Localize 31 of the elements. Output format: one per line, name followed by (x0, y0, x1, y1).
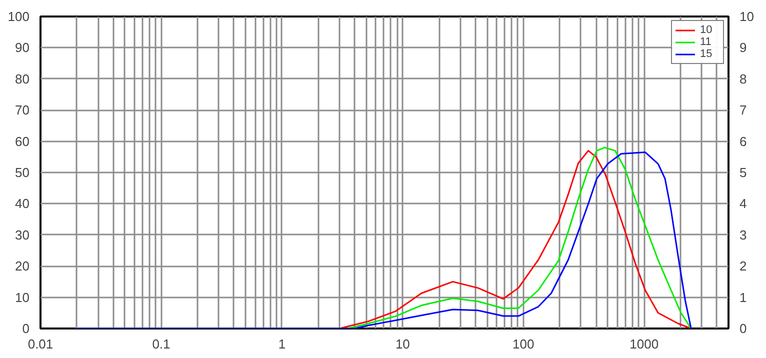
y-tick-label: 70 (15, 102, 30, 118)
x-tick-label: 10 (395, 336, 410, 352)
x-tick-label: 1000 (630, 336, 659, 352)
y2-tick-label: 5 (740, 165, 747, 180)
y-tick-label: 90 (15, 40, 30, 56)
legend-label: 10 (700, 24, 714, 36)
y-tick-label: 40 (15, 196, 30, 212)
y-tick-label: 20 (15, 258, 30, 274)
y-tick-label: 10 (15, 290, 30, 305)
y-tick-label: 30 (15, 227, 30, 242)
y2-tick-label: 3 (740, 227, 747, 242)
y2-tick-label: 1 (740, 290, 747, 305)
y2-tick-label: 8 (740, 71, 747, 86)
y2-tick-label: 7 (740, 102, 747, 118)
y2-tick-label: 10 (740, 9, 754, 24)
legend-label: 15 (700, 48, 714, 60)
x-tick-label: 0.01 (28, 336, 54, 352)
y-tick-label: 60 (15, 134, 30, 149)
y2-tick-label: 4 (740, 196, 747, 212)
y-tick-label: 80 (15, 71, 30, 86)
y2-tick-label: 6 (740, 134, 747, 149)
legend-label: 11 (700, 36, 712, 48)
x-tick-label: 1 (278, 336, 286, 352)
y-tick-label: 50 (15, 165, 30, 180)
y-tick-label: 100 (8, 9, 30, 24)
y2-tick-label: 2 (740, 258, 747, 274)
y-tick-label: 0 (22, 321, 30, 336)
x-tick-label: 0.1 (152, 336, 170, 352)
y2-tick-label: 9 (740, 40, 747, 56)
x-tick-label: 100 (512, 336, 534, 352)
y2-tick-label: 0 (740, 321, 747, 336)
